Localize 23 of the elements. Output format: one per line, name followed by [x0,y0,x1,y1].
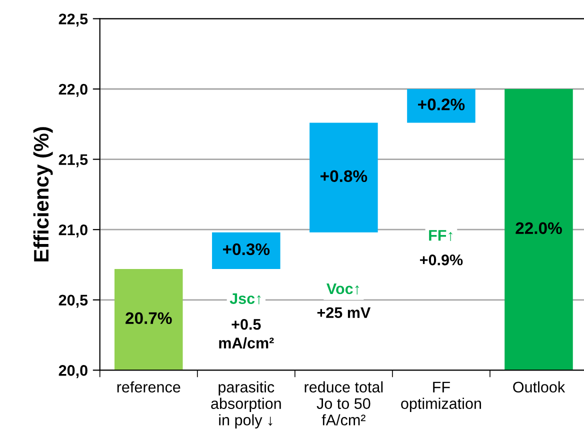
data-label: +0.2% [418,98,465,110]
y-tick-label: 22,0 [58,84,88,97]
annotation: +0.9% [420,254,463,266]
annotation: +25 mV [317,307,371,318]
y-tick-label: 21,0 [58,224,88,238]
annotation: +0.5 mA/cm² [219,318,274,349]
data-label: 20.7% [126,312,172,324]
data-label: +0.3% [222,243,270,256]
x-tick-label: reduce total Jo to 50 fA/cm² [304,381,383,426]
y-tick-label: 22,5 [58,14,88,27]
x-tick-label: Outlook [513,381,566,393]
data-label: 22.0% [516,222,562,234]
data-label: +0.8% [320,170,368,182]
y-tick-label: 20,5 [58,294,88,308]
y-tick-label: 20,0 [58,365,88,378]
x-tick-label: parasitic absorption in poly ↓ [211,381,281,428]
x-tick-label: FF optimization [401,382,481,412]
x-tick-label: reference [117,381,180,393]
annotation: FF↑ [429,230,452,242]
y-tick-label: 21,5 [58,154,88,168]
annotation: Voc↑ [326,283,359,294]
annotation: Jsc↑ [230,293,261,304]
y-axis-title: Efficiency (%) [33,127,53,262]
